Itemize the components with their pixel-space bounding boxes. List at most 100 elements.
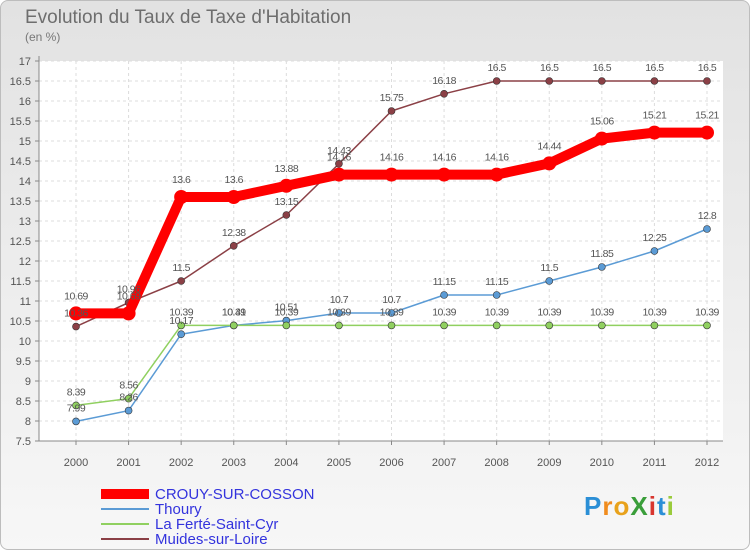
data-label: 10.39 (695, 306, 719, 318)
x-tick-label: 2002 (169, 457, 193, 469)
plot-area (39, 61, 723, 441)
y-tick-label: 8 (25, 416, 31, 428)
data-label: 16.5 (698, 62, 717, 74)
data-point (492, 321, 501, 330)
x-tick-label: 2003 (222, 457, 246, 469)
data-point (492, 291, 501, 299)
y-tick-label: 14.5 (10, 156, 31, 168)
y-tick-label: 10.5 (10, 316, 31, 328)
legend-item-muides: Muides-sur-Loire (101, 531, 268, 548)
data-label: 11.5 (172, 262, 190, 274)
data-label: 11.5 (540, 262, 558, 274)
data-point (387, 107, 396, 115)
data-label: 10.39 (380, 306, 404, 318)
legend-item-crouy: CROUY-SUR-COSSON (101, 486, 314, 503)
data-label: 10.39 (643, 306, 667, 318)
data-label: 16.5 (593, 62, 612, 74)
y-tick-label: 11 (20, 296, 31, 308)
data-point (650, 247, 659, 255)
data-label: 10.39 (485, 306, 509, 318)
x-tick-label: 2008 (484, 457, 508, 469)
data-label: 10.39 (432, 306, 456, 318)
data-point (282, 321, 291, 330)
data-point (647, 125, 662, 140)
y-tick-label: 16.5 (10, 76, 31, 88)
x-tick-label: 2009 (537, 457, 561, 469)
x-tick-label: 2001 (116, 457, 140, 469)
data-label: 10.39 (274, 306, 298, 318)
data-point (229, 321, 238, 330)
data-label: 10.39 (537, 306, 561, 318)
data-label: 10.51 (274, 302, 298, 314)
data-label: 13.15 (274, 196, 298, 208)
data-point (387, 321, 396, 330)
x-tick-label: 2010 (590, 457, 614, 469)
data-label: 12.38 (222, 227, 246, 239)
data-label: 10.36 (64, 308, 88, 320)
x-tick-label: 2004 (274, 457, 298, 469)
y-tick-label: 8.5 (16, 396, 31, 408)
data-label: 8.39 (67, 386, 86, 398)
data-label: 14.16 (485, 152, 509, 164)
chart-title: Evolution du Taux de Taxe d'Habitation (25, 7, 352, 28)
logo-letter: o (613, 491, 631, 521)
data-label: 13.6 (172, 174, 191, 186)
data-label: 8.56 (119, 380, 138, 392)
data-point (545, 321, 554, 330)
data-point (174, 190, 189, 204)
data-point (335, 309, 343, 317)
y-tick-label: 13.5 (10, 196, 31, 208)
data-point (650, 321, 659, 330)
data-label: 10.7 (382, 294, 401, 306)
data-point (650, 77, 659, 85)
data-label: 16.18 (432, 75, 456, 87)
data-label: 14.16 (327, 152, 351, 164)
legend-swatch-crouy (101, 489, 149, 499)
data-point (700, 125, 714, 140)
data-point (331, 167, 346, 182)
data-label: 14.16 (380, 152, 404, 164)
data-point (598, 321, 606, 330)
data-point (492, 77, 501, 85)
y-tick-label: 16 (19, 96, 31, 108)
data-point (440, 321, 448, 330)
x-tick-label: 2012 (695, 457, 719, 469)
data-label: 8.26 (119, 392, 138, 404)
data-point (440, 291, 448, 299)
data-label: 10.39 (169, 306, 193, 318)
data-point (542, 156, 557, 171)
y-tick-label: 15.5 (10, 116, 31, 128)
data-label: 10.39 (222, 306, 246, 318)
data-label: 13.88 (274, 163, 298, 175)
data-point (545, 277, 554, 285)
legend-label: La Ferté-Saint-Cyr (155, 515, 279, 533)
data-point (489, 167, 504, 182)
data-label: 13.6 (225, 174, 244, 186)
data-point (72, 417, 80, 426)
data-label: 10.39 (590, 306, 614, 318)
data-point (545, 77, 554, 85)
data-label: 10.96 (117, 284, 141, 296)
legend-swatch-thoury (101, 508, 149, 510)
data-label: 14.44 (537, 140, 561, 152)
legend-label: Thoury (155, 500, 202, 518)
data-label: 14.16 (432, 152, 456, 164)
data-point (594, 131, 609, 146)
data-point (598, 263, 606, 271)
data-label: 10.17 (169, 315, 193, 327)
data-point (124, 394, 133, 403)
data-point (121, 306, 136, 321)
data-label: 11.15 (433, 276, 457, 288)
data-point (69, 306, 83, 321)
data-label: 15.75 (380, 92, 404, 104)
logo-letter: r (602, 491, 614, 521)
data-point (282, 211, 291, 219)
data-point (703, 225, 711, 233)
y-tick-label: 12 (19, 256, 31, 268)
data-label: 12.8 (698, 210, 717, 222)
logo-letter: i (666, 491, 675, 521)
data-label: 7.99 (67, 402, 86, 414)
y-tick-label: 12.5 (10, 236, 31, 248)
y-tick-label: 14 (19, 176, 31, 188)
y-tick-label: 10 (19, 336, 31, 348)
